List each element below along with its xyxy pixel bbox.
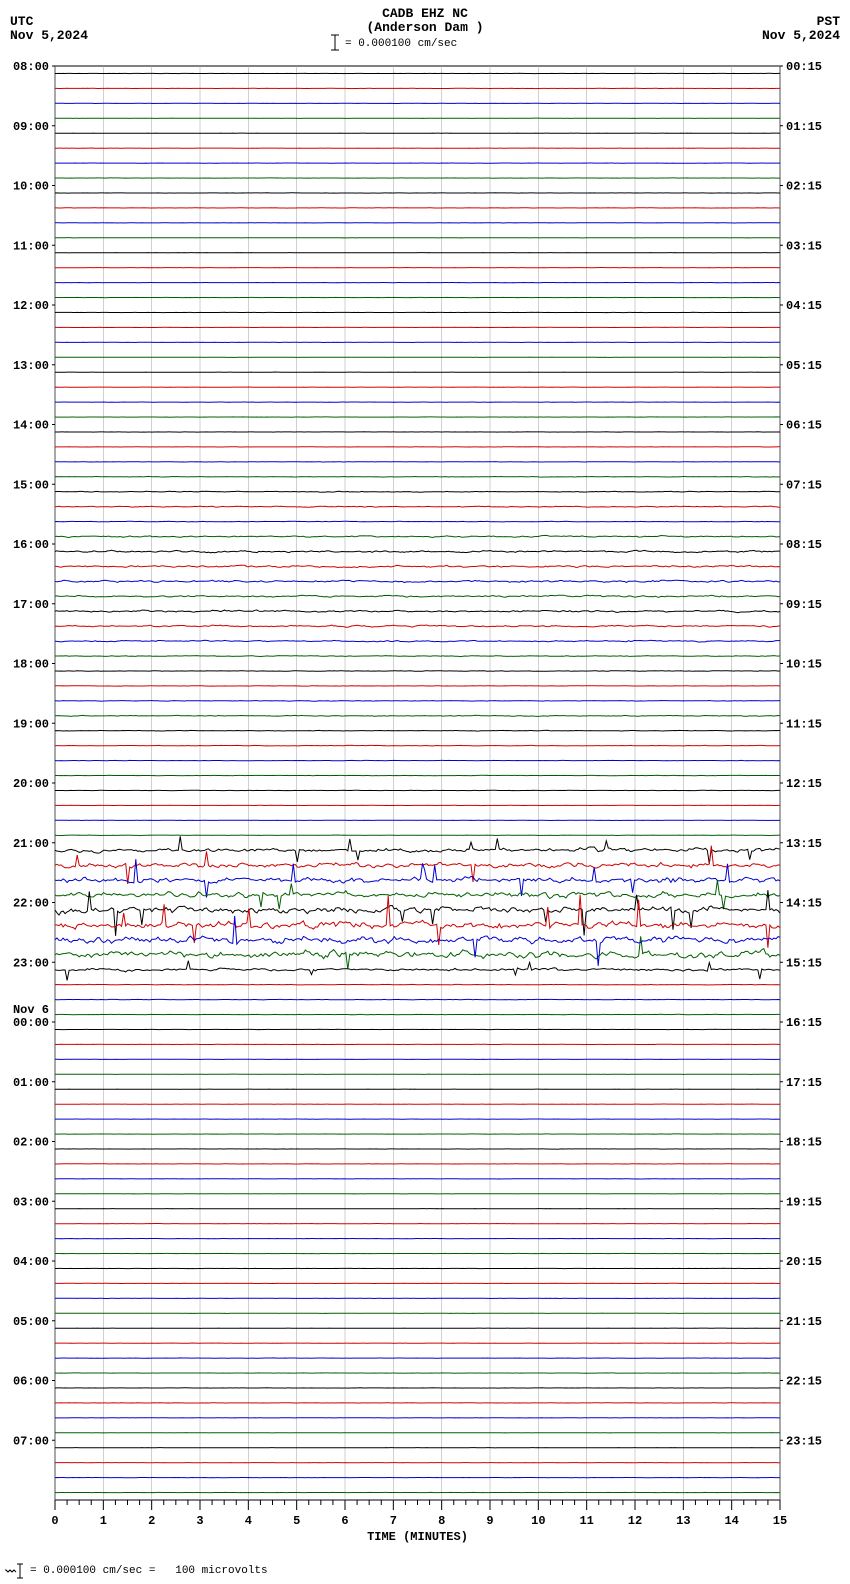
svg-text:08:00: 08:00 — [13, 60, 49, 74]
svg-text:00:00: 00:00 — [13, 1016, 49, 1030]
svg-text:10: 10 — [531, 1514, 545, 1528]
svg-text:1: 1 — [100, 1514, 107, 1528]
header-scale-text: = 0.000100 cm/sec — [345, 38, 457, 50]
svg-text:23:15: 23:15 — [786, 1434, 822, 1448]
svg-text:04:00: 04:00 — [13, 1255, 49, 1269]
svg-text:6: 6 — [341, 1514, 348, 1528]
svg-text:08:15: 08:15 — [786, 538, 822, 552]
helicorder-page: UTC Nov 5,2024 PST Nov 5,2024 CADB EHZ N… — [0, 0, 850, 1584]
svg-text:16:00: 16:00 — [13, 538, 49, 552]
svg-text:14: 14 — [724, 1514, 738, 1528]
svg-text:15:00: 15:00 — [13, 478, 49, 492]
svg-text:18:15: 18:15 — [786, 1136, 822, 1150]
svg-text:3: 3 — [196, 1514, 203, 1528]
svg-text:09:00: 09:00 — [13, 120, 49, 134]
svg-text:13: 13 — [676, 1514, 690, 1528]
svg-text:13:00: 13:00 — [13, 359, 49, 373]
svg-text:09:15: 09:15 — [786, 598, 822, 612]
svg-text:10:15: 10:15 — [786, 658, 822, 672]
svg-text:05:00: 05:00 — [13, 1315, 49, 1329]
svg-text:17:15: 17:15 — [786, 1076, 822, 1090]
svg-text:7: 7 — [390, 1514, 397, 1528]
svg-text:15: 15 — [773, 1514, 787, 1528]
svg-text:03:15: 03:15 — [786, 239, 822, 253]
svg-text:02:00: 02:00 — [13, 1136, 49, 1150]
svg-text:17:00: 17:00 — [13, 598, 49, 612]
svg-text:2: 2 — [148, 1514, 155, 1528]
svg-text:07:15: 07:15 — [786, 478, 822, 492]
svg-text:20:15: 20:15 — [786, 1255, 822, 1269]
svg-text:01:15: 01:15 — [786, 120, 822, 134]
svg-text:07:00: 07:00 — [13, 1434, 49, 1448]
svg-text:21:00: 21:00 — [13, 837, 49, 851]
svg-text:12: 12 — [628, 1514, 642, 1528]
svg-text:06:15: 06:15 — [786, 419, 822, 433]
svg-text:8: 8 — [438, 1514, 445, 1528]
svg-text:Nov 6: Nov 6 — [13, 1003, 49, 1017]
helicorder-svg: 0123456789101112131415TIME (MINUTES)08:0… — [0, 0, 850, 1584]
svg-text:16:15: 16:15 — [786, 1016, 822, 1030]
svg-text:TIME (MINUTES): TIME (MINUTES) — [367, 1530, 468, 1544]
footer-scale-text: = 0.000100 cm/sec = 100 microvolts — [30, 1565, 268, 1577]
svg-text:01:00: 01:00 — [13, 1076, 49, 1090]
svg-text:5: 5 — [293, 1514, 300, 1528]
svg-text:06:00: 06:00 — [13, 1375, 49, 1389]
svg-text:10:00: 10:00 — [13, 180, 49, 194]
svg-text:00:15: 00:15 — [786, 60, 822, 74]
svg-text:04:15: 04:15 — [786, 299, 822, 313]
svg-text:14:00: 14:00 — [13, 419, 49, 433]
svg-text:11: 11 — [579, 1514, 593, 1528]
svg-text:12:00: 12:00 — [13, 299, 49, 313]
svg-text:02:15: 02:15 — [786, 180, 822, 194]
svg-text:9: 9 — [486, 1514, 493, 1528]
svg-text:21:15: 21:15 — [786, 1315, 822, 1329]
svg-text:18:00: 18:00 — [13, 658, 49, 672]
svg-text:23:00: 23:00 — [13, 956, 49, 970]
svg-text:19:00: 19:00 — [13, 717, 49, 731]
svg-text:22:00: 22:00 — [13, 897, 49, 911]
svg-text:0: 0 — [51, 1514, 58, 1528]
svg-text:20:00: 20:00 — [13, 777, 49, 791]
svg-text:22:15: 22:15 — [786, 1375, 822, 1389]
svg-text:11:00: 11:00 — [13, 239, 49, 253]
svg-text:05:15: 05:15 — [786, 359, 822, 373]
svg-text:19:15: 19:15 — [786, 1195, 822, 1209]
svg-text:4: 4 — [245, 1514, 252, 1528]
svg-text:14:15: 14:15 — [786, 897, 822, 911]
svg-text:03:00: 03:00 — [13, 1195, 49, 1209]
svg-text:11:15: 11:15 — [786, 717, 822, 731]
svg-text:15:15: 15:15 — [786, 956, 822, 970]
svg-text:12:15: 12:15 — [786, 777, 822, 791]
svg-text:13:15: 13:15 — [786, 837, 822, 851]
